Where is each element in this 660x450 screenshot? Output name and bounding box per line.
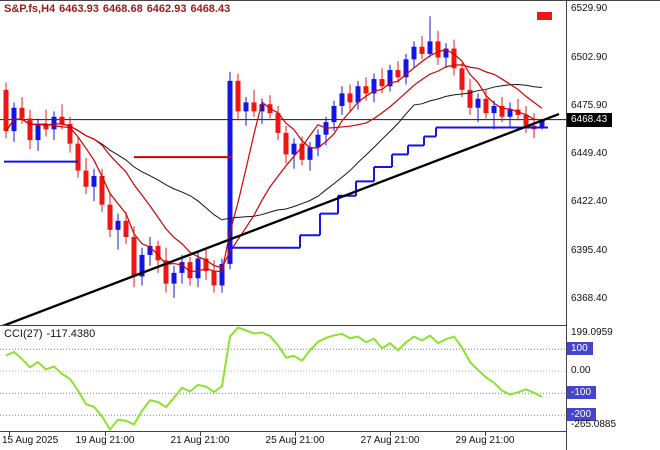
ohlc-close-value: 6468.43 xyxy=(190,3,231,15)
cci-indicator-canvas[interactable] xyxy=(0,326,566,431)
cci-line xyxy=(5,326,543,431)
time-axis-tick xyxy=(485,432,486,436)
cci-level-badge: -200 xyxy=(567,408,597,422)
current-price-badge: 6468.43 xyxy=(567,112,613,127)
price-axis-label: 6422.40 xyxy=(571,196,608,208)
price-axis-label: 6395.40 xyxy=(571,244,608,256)
symbol-period-label: S&P.fs,H4 xyxy=(4,3,56,15)
time-axis-tick xyxy=(295,432,296,436)
time-axis-label: 27 Aug 21:00 xyxy=(360,435,420,446)
cci-axis-max-label: 199.0959 xyxy=(571,327,613,338)
time-axis-tick xyxy=(390,432,391,436)
pane-separator[interactable] xyxy=(0,325,660,326)
candles-layer xyxy=(3,16,545,299)
price-axis[interactable]: 6529.90 6502.90 6475.90 6449.40 6422.40 6395.… xyxy=(566,1,660,450)
time-axis-tick xyxy=(200,432,201,436)
time-axis-label: 21 Aug 21:00 xyxy=(170,435,230,446)
trendline[interactable] xyxy=(0,112,560,326)
red-slow-ma-line xyxy=(5,64,543,269)
cci-indicator-name: CCI(27) xyxy=(4,328,43,340)
cci-level-badge: -100 xyxy=(567,386,597,400)
time-axis-label: 15 Aug 2025 xyxy=(2,435,59,446)
time-axis-separator xyxy=(0,431,660,432)
price-axis-label: 6475.90 xyxy=(571,100,608,112)
price-axis-label: 6449.40 xyxy=(571,147,608,159)
price-axis-label: 6502.90 xyxy=(571,51,608,63)
cci-level-badge: 100 xyxy=(567,342,593,356)
ohlc-high-value: 6468.68 xyxy=(102,3,143,15)
ohlc-open-value: 6463.93 xyxy=(59,3,99,15)
time-axis[interactable]: 15 Aug 2025 19 Aug 21:00 21 Aug 21:00 25 Au… xyxy=(0,432,566,450)
time-axis-tick xyxy=(9,432,10,436)
price-axis-label: 6529.90 xyxy=(571,3,608,15)
price-axis-label: 6368.40 xyxy=(571,293,608,305)
red-rect-annotation[interactable] xyxy=(537,12,552,20)
time-axis-tick xyxy=(105,432,106,436)
time-axis-label: 19 Aug 21:00 xyxy=(75,435,135,446)
symbol-ohlc-header: S&P.fs,H4 6463.93 6468.68 6462.93 6468.43 xyxy=(4,3,234,15)
cci-indicator-label: CCI(27) -117.4380 xyxy=(4,328,99,340)
cci-current-value: -117.4380 xyxy=(46,328,96,340)
time-axis-label: 25 Aug 21:00 xyxy=(265,435,325,446)
red-fast-ma-line xyxy=(5,48,543,273)
ohlc-low-value: 6462.93 xyxy=(146,3,187,15)
cci-axis-zero-label: 0.00 xyxy=(571,365,591,377)
price-chart-canvas[interactable] xyxy=(0,1,566,326)
cci-axis-min-label: -265.0885 xyxy=(571,419,617,430)
blue-step-line xyxy=(4,126,548,249)
time-axis-label: 29 Aug 21:00 xyxy=(455,435,515,446)
